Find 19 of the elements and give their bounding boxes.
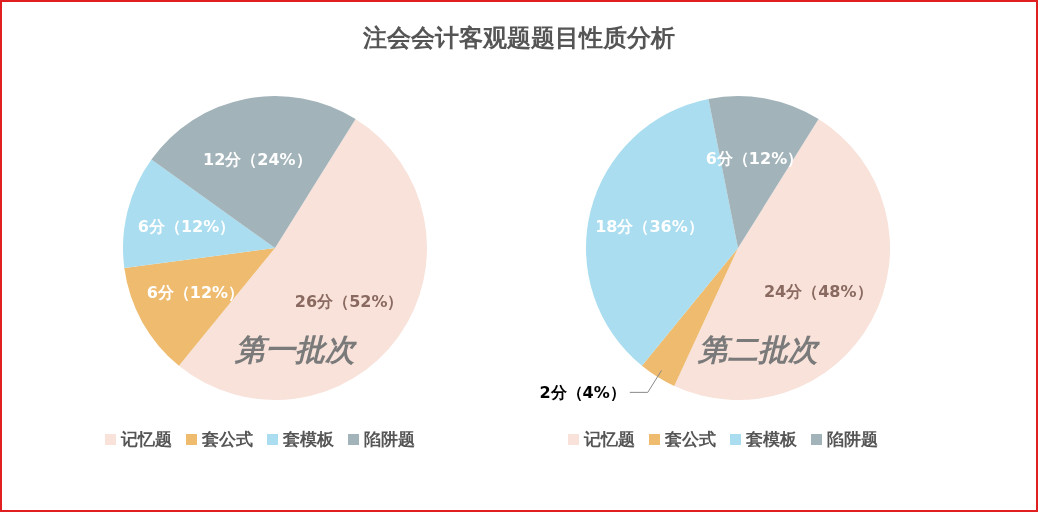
data-label: 6分（12%）: [137, 216, 236, 236]
data-label: 2分（4%）: [539, 383, 626, 403]
legend-label: 陷阱题: [827, 429, 878, 449]
data-label: 6分（12%）: [146, 283, 245, 303]
data-label: 18分（36%）: [595, 216, 704, 236]
legend-label: 记忆题: [583, 429, 635, 449]
text: 第一批次: [234, 332, 357, 367]
text: 第二批次: [697, 332, 820, 367]
data-label: 12分（24%）: [203, 149, 312, 169]
text: 注会会计客观题题目性质分析: [362, 24, 675, 52]
data-label: 6分（12%）: [705, 149, 804, 169]
data-label: 24分（48%）: [763, 282, 873, 302]
legend-label: 陷阱题: [364, 429, 415, 449]
data-label: 26分（52%）: [294, 292, 404, 312]
legend-label: 套公式: [664, 429, 716, 449]
legend-label: 套公式: [201, 429, 253, 449]
legend-label: 记忆题: [120, 429, 172, 449]
legend-label: 套模板: [745, 429, 798, 449]
legend-label: 套模板: [282, 429, 335, 449]
